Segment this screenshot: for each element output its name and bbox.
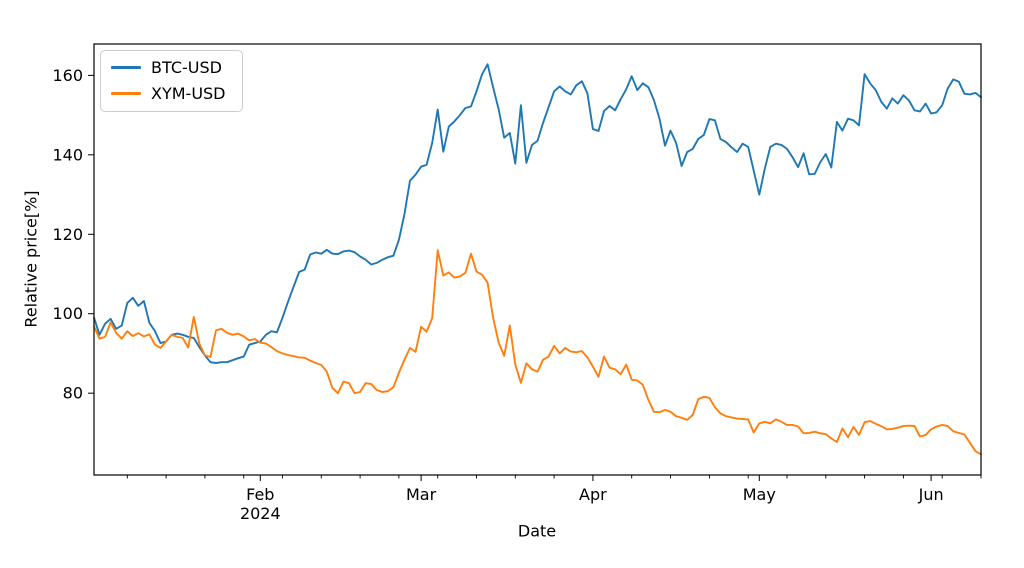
- legend-label-btc-usd: BTC-USD: [151, 58, 222, 77]
- x-tick-label: May: [743, 485, 776, 504]
- y-tick-label: 140: [52, 145, 83, 164]
- x-tick-label: Jun: [918, 485, 944, 504]
- legend-label-xym-usd: XYM-USD: [151, 84, 226, 104]
- xym-usd-line-swatch: [111, 92, 141, 96]
- plot-border: [93, 43, 982, 476]
- y-tick-label: 100: [52, 304, 83, 323]
- x-axis-label: Date: [517, 521, 557, 541]
- legend-item-xym-usd: XYM-USD: [111, 84, 226, 103]
- legend-item-btc-usd: BTC-USD: [111, 58, 226, 77]
- x-tick-label: Feb: [246, 485, 274, 504]
- btc-usd-line-swatch: [111, 66, 141, 70]
- x-tick-label: Mar: [406, 485, 437, 504]
- x-axis-year-label: 2024: [240, 504, 281, 523]
- y-tick-label: 120: [52, 225, 83, 244]
- x-tick-label: Apr: [579, 485, 607, 504]
- series-line-btc-usd: [93, 63, 982, 364]
- y-axis-label: Relative price[%]: [21, 190, 41, 328]
- y-tick-label: 160: [52, 66, 83, 85]
- y-tick-label: 80: [63, 384, 83, 403]
- legend: BTC-USD XYM-USD: [100, 50, 243, 113]
- series-line-xym-usd: [93, 249, 982, 456]
